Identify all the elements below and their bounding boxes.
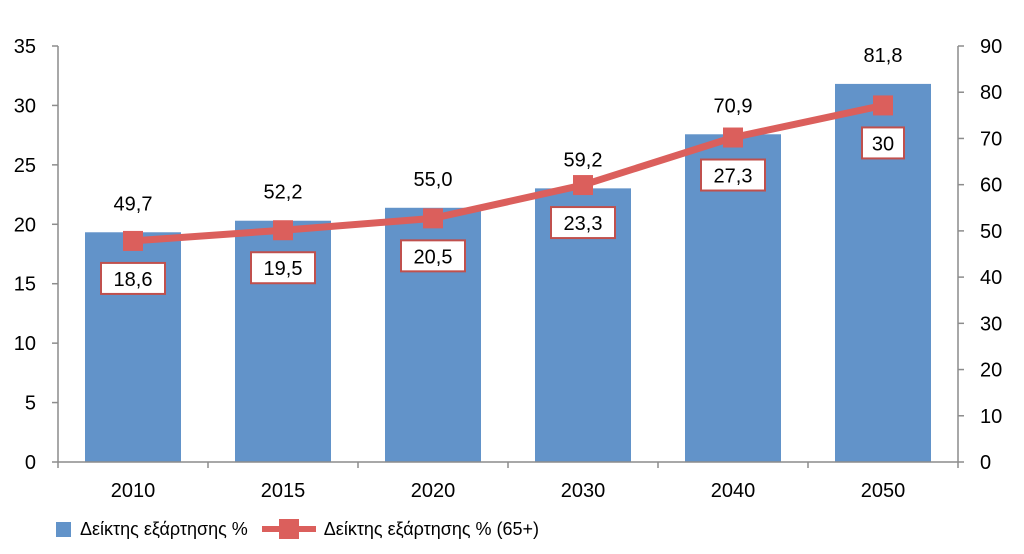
line-series: [132, 102, 884, 245]
legend-item-line: Δείκτης εξάρτησης % (65+): [261, 518, 540, 540]
legend-swatch-line: [261, 519, 316, 539]
y-left-tick-label: 15: [14, 274, 36, 296]
y-right-tick-label: 10: [980, 406, 1002, 428]
x-tick-label: 2040: [711, 480, 756, 502]
y-right-tick-label: 90: [980, 36, 1002, 58]
line-marker-2050: [873, 95, 893, 116]
x-tick-label: 2030: [561, 480, 606, 502]
line-value-box: [100, 261, 166, 295]
y-right-tick-label: 70: [980, 128, 1002, 150]
legend-label-bars: Δείκτης εξάρτησης %: [80, 518, 248, 539]
line-marker-2010: [123, 230, 143, 251]
legend-swatch-bars: [56, 521, 71, 537]
bar-value-label: 49,7: [114, 193, 153, 215]
y-right-tick-label: 20: [980, 360, 1002, 382]
line-layer: [123, 95, 893, 251]
y-right-tick-label: 40: [980, 267, 1002, 289]
y-right-tick-label: 50: [980, 221, 1002, 243]
x-tick-label: 2015: [261, 480, 306, 502]
y-right-tick-label: 0: [980, 452, 991, 474]
x-tick-label: 2010: [111, 480, 156, 502]
y-left-tick-label: 0: [25, 452, 36, 474]
bar-value-label: 70,9: [714, 95, 753, 117]
line-value-box: [250, 251, 316, 285]
legend: Δείκτης εξάρτησης % Δείκτης εξάρτησης % …: [56, 516, 553, 542]
line-value-box: [400, 239, 466, 273]
line-marker-2040: [723, 127, 743, 148]
y-right-tick-label: 80: [980, 82, 1002, 104]
line-value-label: 20,5: [414, 246, 453, 268]
y-left-tick-label: 30: [14, 95, 36, 117]
bars-layer: [85, 83, 931, 463]
y-right-tick-label: 60: [980, 175, 1002, 197]
line-marker-2015: [273, 220, 293, 241]
line-value-box: [861, 126, 905, 160]
line-marker-2030: [573, 175, 593, 196]
y-left-tick-label: 5: [25, 393, 36, 415]
line-value-label: 19,5: [264, 258, 303, 280]
x-tick-label: 2020: [411, 480, 456, 502]
bar-value-label: 52,2: [264, 182, 303, 204]
labels-layer: 49,7 52,2 55,0 59,2 70,9 81,8 18,6 19,5 20,5 23,3…: [100, 45, 905, 295]
y-right-tick-label: 30: [980, 313, 1002, 335]
x-tick-label: 2050: [861, 480, 906, 502]
line-value-label: 30: [872, 133, 894, 155]
line-value-label: 23,3: [564, 213, 603, 235]
legend-label-line: Δείκτης εξάρτησης % (65+): [323, 518, 540, 539]
bar-value-label: 81,8: [864, 45, 903, 67]
line-value-label: 18,6: [114, 269, 153, 291]
bar-value-label: 55,0: [414, 169, 453, 191]
bar-value-label: 59,2: [564, 149, 603, 171]
line-marker-2020: [423, 208, 443, 229]
line-value-label: 27,3: [714, 166, 753, 188]
legend-item-bars: Δείκτης εξάρτησης %: [56, 519, 248, 540]
y-left-tick-label: 10: [14, 333, 36, 355]
line-value-box: [700, 158, 766, 192]
y-left-tick-label: 20: [14, 214, 36, 236]
line-value-box: [550, 206, 616, 240]
y-left-tick-label: 25: [14, 155, 36, 177]
y-left-tick-label: 35: [14, 36, 36, 58]
